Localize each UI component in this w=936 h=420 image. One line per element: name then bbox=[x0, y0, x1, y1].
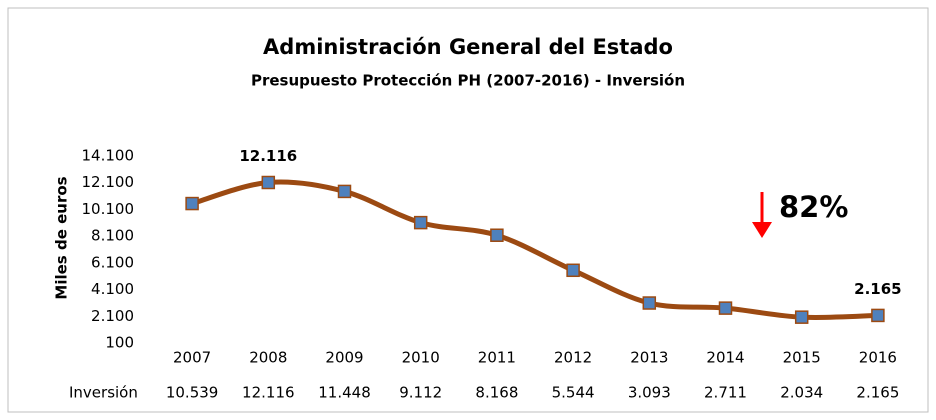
data-point bbox=[718, 301, 733, 315]
x-tick-label: 2015 bbox=[783, 349, 821, 367]
x-tick-label: 2007 bbox=[173, 349, 211, 367]
x-tick-label: 2010 bbox=[402, 349, 440, 367]
data-point bbox=[490, 228, 504, 242]
x-tick-label: 2016 bbox=[859, 349, 897, 367]
data-point bbox=[566, 263, 580, 278]
y-tick-label: 100 bbox=[105, 334, 134, 352]
y-tick-label: 2.100 bbox=[91, 307, 134, 325]
data-point bbox=[642, 296, 657, 310]
x-tick-label: 2012 bbox=[554, 349, 592, 367]
data-point bbox=[871, 308, 885, 323]
y-axis-label: Miles de euros bbox=[53, 176, 71, 299]
chart-border bbox=[7, 7, 929, 413]
x-tick-label: 2011 bbox=[478, 349, 516, 367]
y-tick-label: 14.100 bbox=[82, 147, 135, 165]
chart-title: Administración General del Estado bbox=[263, 35, 673, 59]
data-point bbox=[337, 184, 352, 199]
data-label: 12.116 bbox=[239, 147, 297, 165]
y-tick-label: 10.100 bbox=[82, 200, 135, 218]
y-tick-label: 6.100 bbox=[91, 253, 134, 271]
table-value: 12.116 bbox=[242, 384, 295, 402]
table-value: 9.112 bbox=[399, 384, 442, 402]
table-series-name: Inversión bbox=[69, 384, 138, 402]
data-point bbox=[261, 175, 276, 190]
table-value: 5.544 bbox=[552, 384, 595, 402]
y-tick-label: 8.100 bbox=[91, 227, 134, 245]
x-tick-label: 2014 bbox=[706, 349, 744, 367]
x-tick-label: 2009 bbox=[325, 349, 363, 367]
table-value: 2.711 bbox=[704, 384, 747, 402]
annotation-arrow-head bbox=[752, 222, 772, 238]
annotation: 82% bbox=[779, 190, 848, 224]
table-value: 10.539 bbox=[166, 384, 219, 402]
x-tick-label: 2013 bbox=[630, 349, 668, 367]
table-value: 3.093 bbox=[628, 384, 671, 402]
data-label: 2.165 bbox=[854, 280, 901, 298]
table-value: 2.034 bbox=[780, 384, 823, 402]
table-value: 2.165 bbox=[856, 384, 899, 402]
x-tick-label: 2008 bbox=[249, 349, 287, 367]
table-value: 11.448 bbox=[318, 384, 371, 402]
data-point bbox=[185, 196, 199, 211]
y-tick-label: 12.100 bbox=[82, 173, 135, 191]
chart-subtitle: Presupuesto Protección PH (2007-2016) - … bbox=[251, 72, 685, 90]
data-point bbox=[794, 310, 809, 324]
y-tick-label: 4.100 bbox=[91, 280, 134, 298]
table-value: 8.168 bbox=[475, 384, 518, 402]
data-point bbox=[413, 215, 428, 230]
series-line bbox=[191, 179, 878, 320]
